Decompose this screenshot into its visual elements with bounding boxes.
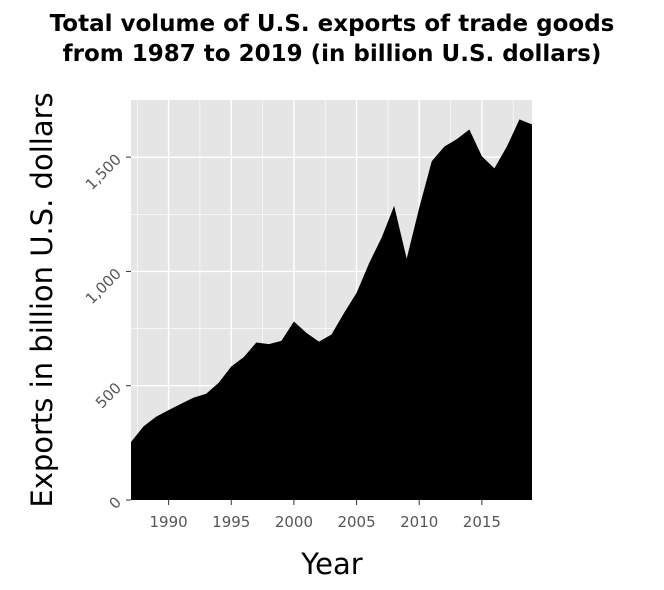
x-tick-label: 1995 — [212, 513, 250, 531]
chart-title-line-2: from 1987 to 2019 (in billion U.S. dolla… — [63, 41, 602, 67]
x-tick-label: 2005 — [337, 513, 375, 531]
x-axis-title: Year — [300, 547, 362, 581]
x-tick-label: 1990 — [150, 513, 188, 531]
y-tick-label: 500 — [92, 379, 125, 412]
y-axis-ticks: 0 500 1,000 1,500 — [82, 150, 131, 513]
x-axis-ticks: 1990 1995 2000 2005 2010 2015 — [150, 500, 501, 531]
x-tick-label: 2015 — [463, 513, 501, 531]
chart-title-line-1: Total volume of U.S. exports of trade go… — [50, 11, 615, 37]
x-tick-label: 2010 — [400, 513, 438, 531]
y-axis-title: Exports in billion U.S. dollars — [25, 92, 59, 507]
y-tick-label: 1,500 — [82, 150, 125, 193]
series-area — [131, 119, 532, 500]
x-tick-label: 2000 — [275, 513, 313, 531]
y-tick-label: 0 — [106, 493, 125, 512]
y-tick-label: 1,000 — [82, 265, 125, 308]
